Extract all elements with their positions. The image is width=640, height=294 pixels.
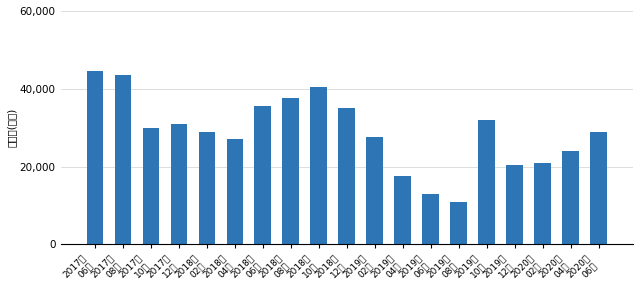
Bar (394, 176, 411, 244)
Bar (310, 87, 327, 244)
Bar (534, 163, 551, 244)
Bar (86, 71, 104, 244)
Bar (367, 137, 383, 244)
Bar (255, 106, 271, 244)
Bar (170, 124, 188, 244)
Bar (422, 194, 439, 244)
Bar (451, 202, 467, 244)
Bar (282, 98, 300, 244)
Bar (478, 120, 495, 244)
Bar (506, 165, 523, 244)
Bar (227, 139, 243, 244)
Bar (115, 75, 131, 244)
Y-axis label: 거래량(건수): 거래량(건수) (7, 108, 17, 147)
Bar (143, 128, 159, 244)
Bar (563, 151, 579, 244)
Bar (198, 131, 215, 244)
Bar (339, 108, 355, 244)
Bar (590, 131, 607, 244)
